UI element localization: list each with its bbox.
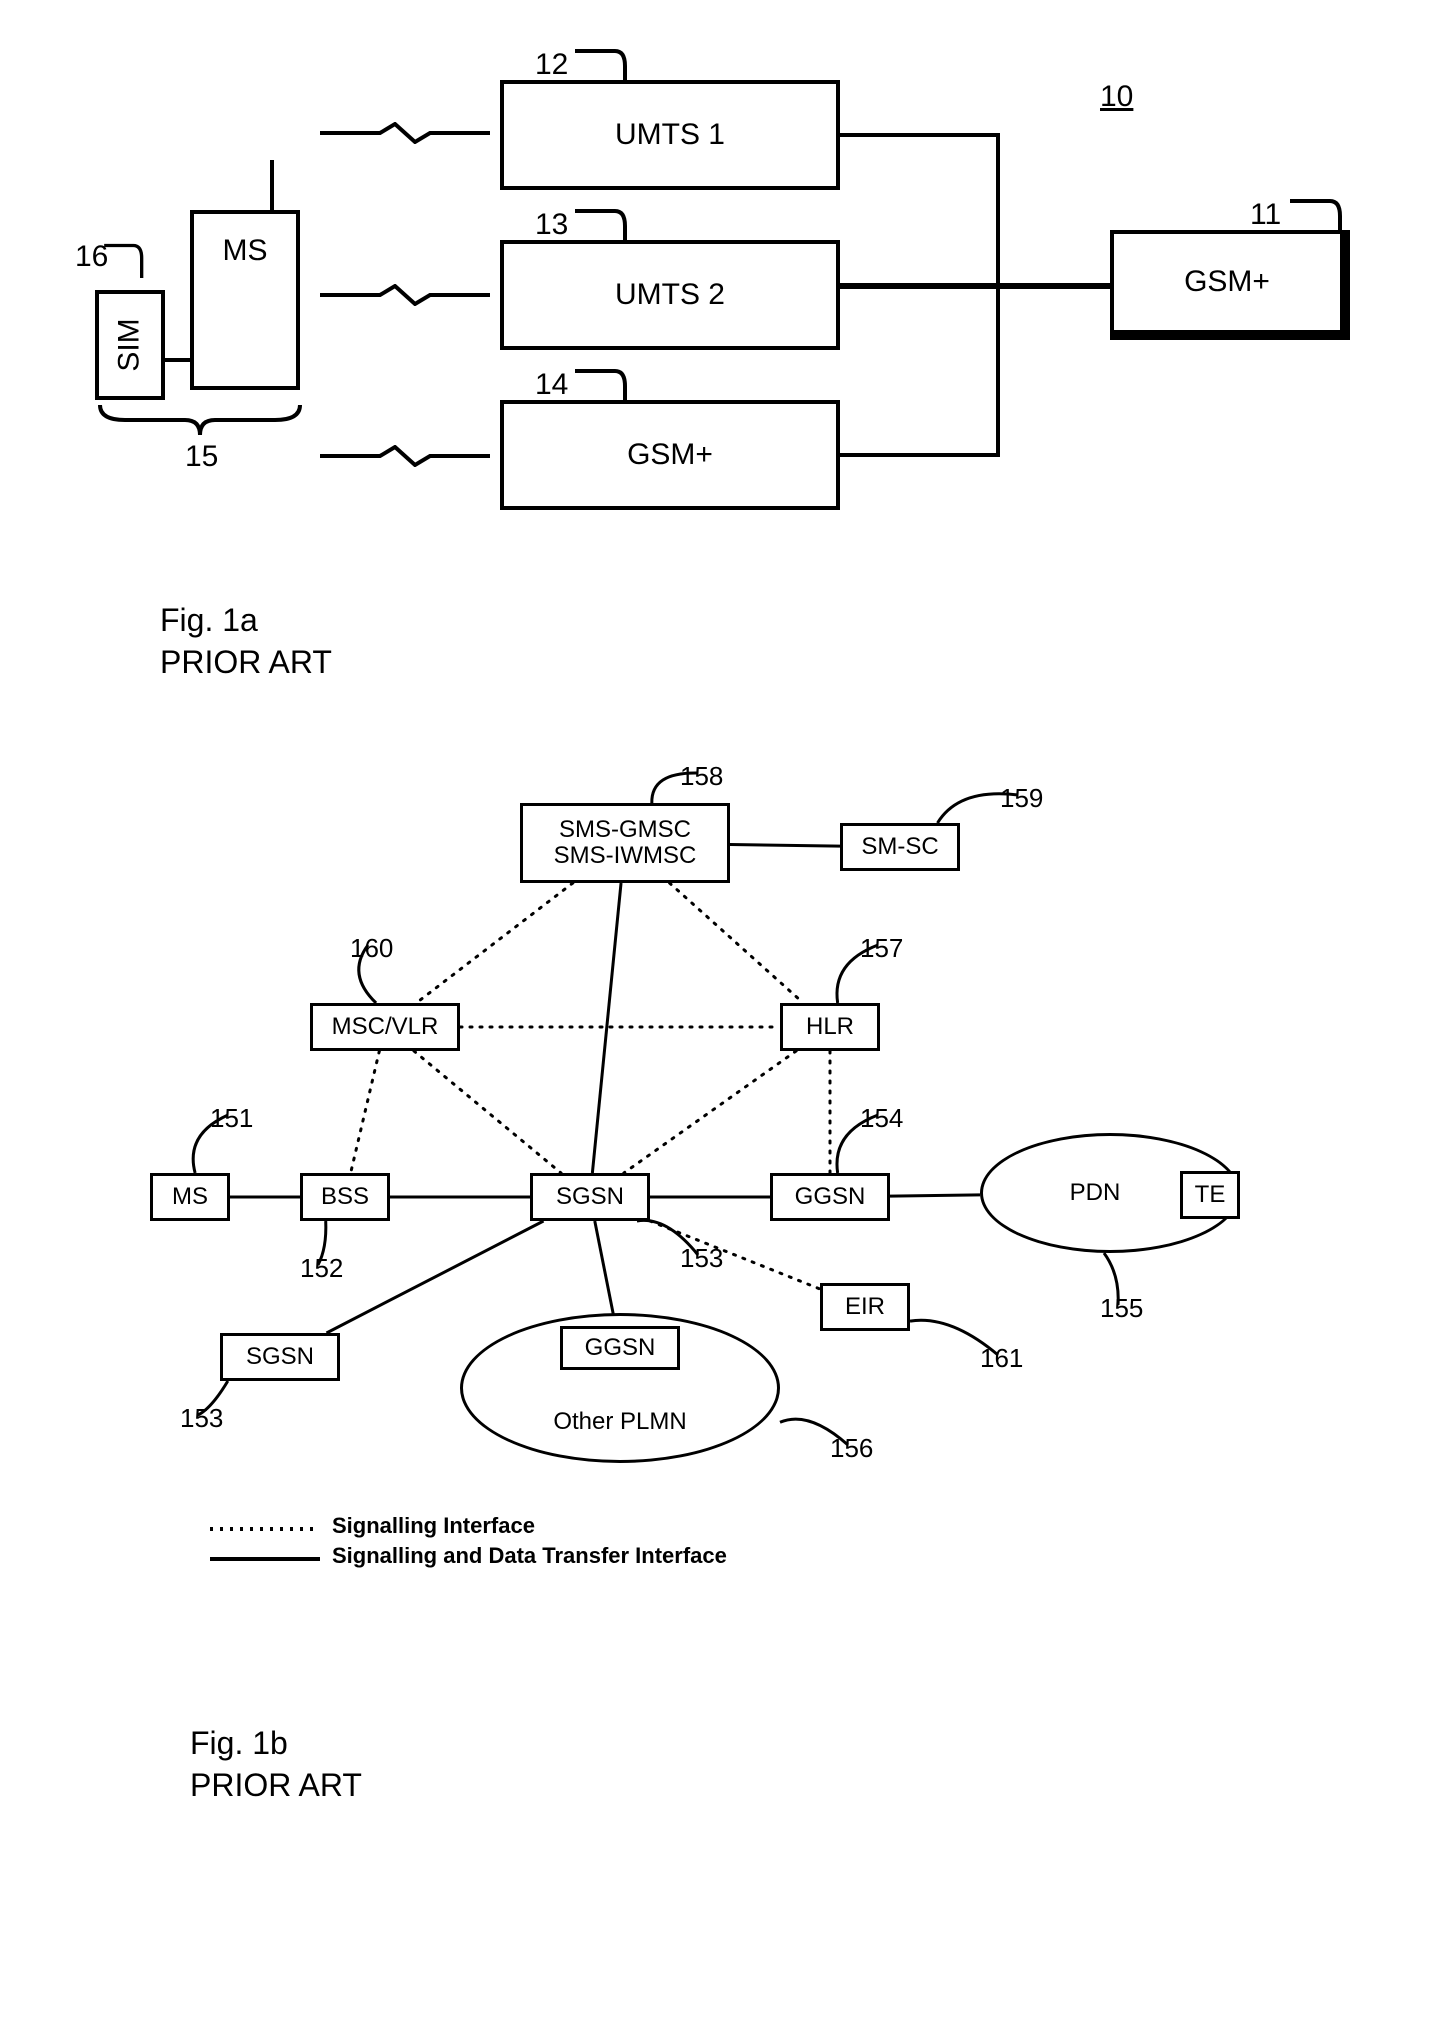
figure-1a: 10 UMTS 1 12 UMTS 2 13 GSM+ 14 GSM+ 11 <box>40 40 1401 683</box>
ref-15: 15 <box>185 440 218 474</box>
hook-14 <box>570 366 630 406</box>
ref-153: 153 <box>680 1243 723 1274</box>
label-umts1: UMTS 1 <box>615 118 725 152</box>
ref-14: 14 <box>535 368 568 402</box>
label-gsmp-center: GSM+ <box>627 438 713 472</box>
fig1a-caption-line1: Fig. 1a <box>160 602 258 638</box>
legend-data: Signalling and Data Transfer Interface <box>210 1543 727 1569</box>
label-umts2: UMTS 2 <box>615 278 725 312</box>
fig1b-canvas: PDN Other PLMN SMS-GMSC SMS-IWMSC SM-SC … <box>40 743 1340 1663</box>
figure-1b: PDN Other PLMN SMS-GMSC SMS-IWMSC SM-SC … <box>40 743 1401 1806</box>
hook-16 <box>100 238 150 278</box>
wire-u1-h <box>840 133 1000 137</box>
ref-151: 151 <box>210 1103 253 1134</box>
wire-u2-h <box>840 283 1110 289</box>
wire-sim-ms <box>165 358 190 362</box>
legend-dotted-icon <box>210 1513 320 1539</box>
box-gsmp-center: GSM+ <box>500 400 840 510</box>
ref-161: 161 <box>980 1343 1023 1374</box>
box-umts2: UMTS 2 <box>500 240 840 350</box>
legend-data-label: Signalling and Data Transfer Interface <box>332 1543 727 1569</box>
box-sim: SIM <box>95 290 165 400</box>
fig1a-caption: Fig. 1a PRIOR ART <box>160 600 1401 683</box>
label-sim: SIM <box>113 318 147 371</box>
ms-antenna-icon <box>270 160 274 210</box>
wire-g-h <box>840 453 1000 457</box>
ref-13: 13 <box>535 208 568 242</box>
fig1b-caption-line2: PRIOR ART <box>190 1767 362 1803</box>
zig-umts1 <box>320 122 490 144</box>
ref-153: 153 <box>180 1403 223 1434</box>
hook-11 <box>1285 196 1345 236</box>
legend-solid-icon <box>210 1543 320 1569</box>
hook-12 <box>570 46 630 86</box>
fig1a-caption-line2: PRIOR ART <box>160 644 332 680</box>
label-gsmp-right: GSM+ <box>1184 265 1270 299</box>
zig-gsmp <box>320 445 490 467</box>
ref-152: 152 <box>300 1253 343 1284</box>
ref-157: 157 <box>860 933 903 964</box>
box-gsmp-right: GSM+ <box>1110 230 1350 340</box>
ref-160: 160 <box>350 933 393 964</box>
box-umts1: UMTS 1 <box>500 80 840 190</box>
zig-umts2 <box>320 284 490 306</box>
ref-154: 154 <box>860 1103 903 1134</box>
ref-159: 159 <box>1000 783 1043 814</box>
label-ms: MS <box>223 234 268 268</box>
ref-12: 12 <box>535 48 568 82</box>
ref-158: 158 <box>680 761 723 792</box>
legend-signalling-label: Signalling Interface <box>332 1513 535 1539</box>
wire-bus-v <box>996 133 1000 457</box>
ref-155: 155 <box>1100 1293 1143 1324</box>
ref-10: 10 <box>1100 80 1133 114</box>
hook-13 <box>570 206 630 246</box>
ref-11: 11 <box>1250 198 1281 232</box>
ref-156: 156 <box>830 1433 873 1464</box>
fig1b-caption-line1: Fig. 1b <box>190 1725 288 1761</box>
fig1a-canvas: 10 UMTS 1 12 UMTS 2 13 GSM+ 14 GSM+ 11 <box>40 40 1340 580</box>
brace-15 <box>95 400 305 440</box>
legend-signalling: Signalling Interface <box>210 1513 535 1539</box>
fig1b-caption: Fig. 1b PRIOR ART <box>190 1723 1401 1806</box>
box-ms: MS <box>190 210 300 390</box>
